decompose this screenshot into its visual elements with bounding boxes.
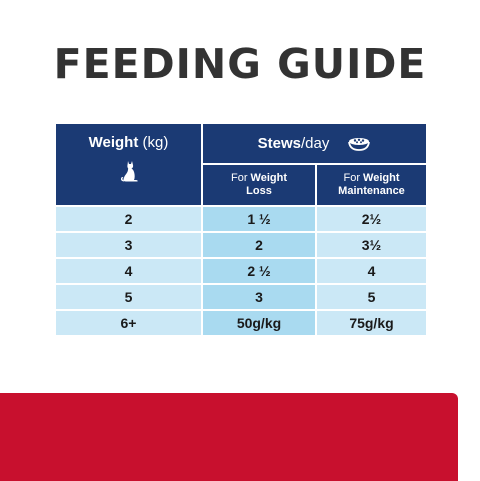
table-cell-maintenance: 2½ bbox=[317, 207, 426, 231]
table-cell-weight: 2 bbox=[56, 207, 201, 231]
cat-icon bbox=[120, 161, 138, 182]
table-cell-maintenance: 5 bbox=[317, 285, 426, 309]
weight-maintenance-header: For Weight Maintenance bbox=[317, 165, 426, 205]
weight-maintenance-bold: Weight bbox=[363, 172, 400, 184]
table-cell-loss: 1 ½ bbox=[203, 207, 315, 231]
table-cell-weight: 5 bbox=[56, 285, 201, 309]
table-cell-loss: 50g/kg bbox=[203, 311, 315, 335]
weight-maintenance-label: Maintenance bbox=[338, 185, 405, 197]
weight-header: Weight (kg) bbox=[56, 124, 201, 205]
table-cell-maintenance: 75g/kg bbox=[317, 311, 426, 335]
weight-loss-bold: Weight bbox=[250, 172, 288, 184]
weight-header-unit: (kg) bbox=[142, 134, 169, 151]
stews-header-unit: /day bbox=[301, 135, 330, 152]
weight-loss-prefix: For bbox=[230, 172, 251, 184]
table-cell-loss: 2 bbox=[203, 233, 315, 257]
stews-header: Stews/day bbox=[203, 124, 426, 163]
weight-loss-label: Loss bbox=[246, 185, 272, 197]
page-title: FEEDING GUIDE bbox=[53, 40, 427, 88]
food-bowl-icon bbox=[348, 137, 371, 151]
brand-banner bbox=[0, 393, 458, 481]
weight-maintenance-prefix: For bbox=[343, 172, 364, 184]
table-cell-loss: 3 bbox=[203, 285, 315, 309]
table-cell-weight: 3 bbox=[56, 233, 201, 257]
feeding-table: Weight (kg) Stews/day For Weight Loss Fo… bbox=[56, 124, 426, 337]
table-cell-loss: 2 ½ bbox=[203, 259, 315, 283]
table-cell-maintenance: 4 bbox=[317, 259, 426, 283]
weight-loss-header: For Weight Loss bbox=[203, 165, 315, 205]
table-cell-maintenance: 3½ bbox=[317, 233, 426, 257]
weight-header-label: Weight bbox=[88, 134, 139, 151]
table-cell-weight: 4 bbox=[56, 259, 201, 283]
table-cell-weight: 6+ bbox=[56, 311, 201, 335]
stews-header-label: Stews bbox=[257, 135, 301, 152]
